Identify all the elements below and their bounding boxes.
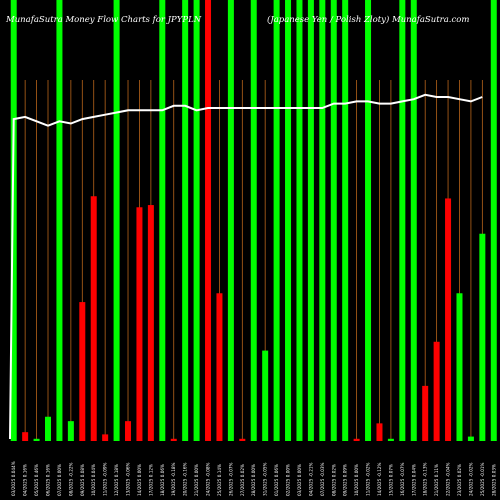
bar [170, 438, 177, 441]
bar [113, 0, 120, 441]
x-tick-label: 01/2025 0.06% [274, 464, 279, 496]
bar [67, 421, 74, 441]
bar [422, 385, 429, 441]
x-tick-label: 03/2025 0.00% [297, 464, 302, 496]
bar [387, 438, 394, 441]
x-tick-label: 18/2025 0.06% [160, 464, 165, 496]
bar [22, 432, 29, 441]
x-tick-label: 04/2025 -0.21% [308, 462, 313, 496]
bar [433, 341, 440, 441]
bar [365, 0, 372, 441]
x-tick-label: 24/2025 -0.02% [468, 462, 473, 496]
bar [399, 0, 406, 441]
x-tick-label: 13/2025 -0.06% [126, 462, 131, 496]
bar [467, 436, 474, 441]
price-line [9, 93, 483, 440]
x-tick-label: 18/2025 -0.13% [423, 462, 428, 496]
x-tick-label: 14/2025 -0.12% [377, 462, 382, 496]
x-tick-label: 20/2025 -0.16% [183, 462, 188, 496]
x-tick-label: 11/2025 -0.09% [103, 462, 108, 496]
bar [479, 233, 486, 441]
bar [147, 205, 154, 441]
bar [250, 0, 257, 441]
bar [376, 423, 383, 441]
bar [136, 207, 143, 441]
bar [296, 0, 303, 441]
bar [262, 350, 269, 441]
x-tick-label: 21/2025 0.11% [434, 464, 439, 496]
bar [227, 0, 234, 441]
bar [445, 198, 452, 441]
x-tick-label: 17/2025 0.12% [148, 464, 153, 496]
bar [239, 438, 246, 441]
x-tick-label: 09/2025 0.08% [80, 464, 85, 496]
x-tick-label: 28/2025 0.00% [251, 464, 256, 496]
x-tick-label: 08/2025 -0.22% [68, 462, 73, 496]
bar [125, 421, 132, 441]
x-tick-label: 03/2025 0.044% [11, 461, 16, 496]
x-tick-label: 09/2025 0.09% [343, 464, 348, 496]
bar [285, 0, 292, 441]
bar [193, 0, 200, 441]
x-tick-label: 12/2025 0.18% [114, 464, 119, 496]
bar [45, 416, 52, 441]
bar [216, 293, 223, 441]
bar [10, 0, 17, 441]
bar [273, 0, 280, 441]
x-tick-labels: 03/2025 0.044% 04/2025 0.16% 05/2025 0.46%… [11, 461, 496, 496]
x-tick-label: 26/2025 -0.07% [228, 462, 233, 496]
bar [90, 196, 97, 441]
x-tick-label: 28/2025 0.03% [491, 464, 496, 496]
x-tick-label: 19/2025 -0.18% [171, 462, 176, 496]
bar [159, 0, 166, 441]
x-tick-label: 24/2025 -0.08% [206, 462, 211, 496]
chart-subtitle: (Japanese Yen / Polish Zloty) MunafaSutr… [267, 14, 469, 25]
bar [182, 0, 189, 441]
x-tick-label: 02/2025 0.00% [286, 464, 291, 496]
x-tick-label: 21/2025 0.00% [194, 464, 199, 496]
x-tick-label: 07/2025 -0.03% [320, 462, 325, 496]
bar [56, 0, 63, 441]
x-tick-label: 14/2025 0.00% [137, 464, 142, 496]
x-tick-label: 25/2025 0.14% [217, 464, 222, 496]
bar [353, 438, 360, 441]
bar [319, 0, 326, 441]
x-tick-label: 10/2025 0.04% [91, 464, 96, 496]
x-tick-label: 23/2025 0.02% [457, 464, 462, 496]
bar [330, 0, 337, 441]
x-tick-label: 25/2025 -0.01% [480, 462, 485, 496]
x-tick-label: 06/2025 0.16% [46, 464, 51, 496]
x-tick-label: 27/2025 0.02% [240, 464, 245, 496]
x-tick-label: 10/2025 0.00% [354, 464, 359, 496]
bar [205, 0, 212, 441]
x-tick-label: 11/2025 -0.02% [366, 462, 371, 496]
x-tick-label: 04/2025 0.16% [23, 464, 28, 496]
bar [456, 293, 463, 441]
bar [307, 0, 314, 441]
bar [490, 0, 497, 441]
bar [342, 0, 349, 441]
x-tick-label: 15/2025 0.07% [388, 464, 393, 496]
x-tick-label: 22/2025 -0.04% [446, 462, 451, 496]
x-tick-label: 08/2025 0.02% [331, 464, 336, 496]
x-tick-label: 16/2025 -0.07% [400, 462, 405, 496]
bar [410, 0, 417, 441]
x-tick-label: 31/2025 -0.05% [263, 462, 268, 496]
bar [79, 302, 86, 441]
bars [10, 0, 497, 441]
chart-title: MunafaSutra Money Flow Charts for JPYPLN [5, 15, 202, 25]
x-tick-label: 17/2025 0.04% [411, 464, 416, 496]
x-tick-label: 07/2025 0.00% [57, 464, 62, 496]
bar [33, 438, 40, 441]
bar [102, 434, 109, 441]
x-tick-label: 05/2025 0.46% [34, 464, 39, 496]
